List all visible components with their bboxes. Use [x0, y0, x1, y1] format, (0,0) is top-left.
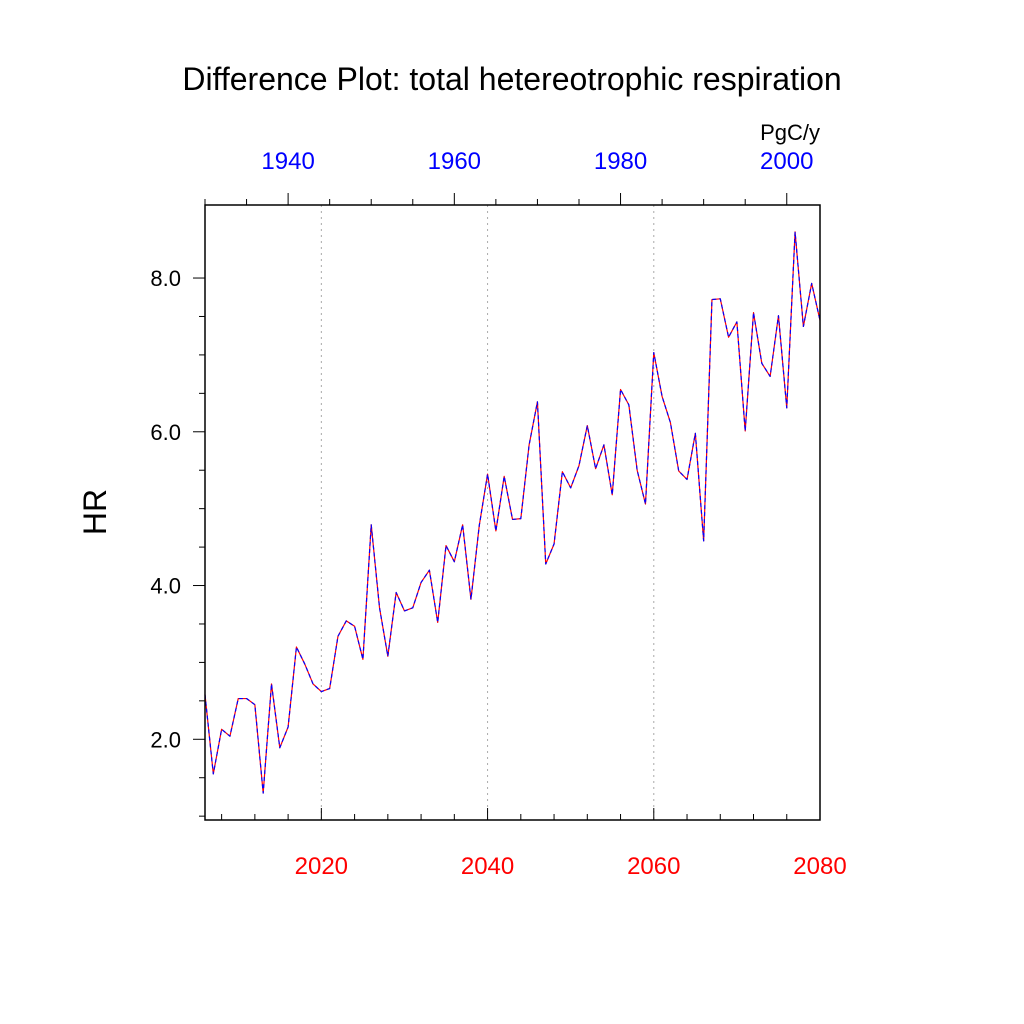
plot-frame: [204, 204, 821, 821]
x-bottom-tick-labels: 2020 2040 2060 2080: [295, 853, 847, 880]
units-label: PgC/y: [760, 120, 820, 145]
chart-title: Difference Plot: total hetereotrophic re…: [182, 61, 841, 97]
y-tick-label: 2.0: [150, 727, 181, 752]
y-axis-label: HR: [77, 489, 113, 535]
y-tick-label: 6.0: [150, 420, 181, 445]
series-lines: [204, 231, 821, 794]
y-tick-label: 8.0: [150, 266, 181, 291]
y-tick-labels: 2.0 4.0 6.0 8.0: [150, 266, 181, 752]
x-top-tick-label: 1940: [261, 148, 314, 175]
series-line-blue: [204, 231, 821, 794]
axis-ticks: [193, 193, 821, 820]
x-bottom-tick-label: 2020: [295, 853, 348, 880]
x-top-tick-label: 1980: [594, 148, 647, 175]
x-top-tick-labels: 1940 1960 1980 2000: [261, 148, 813, 175]
x-bottom-tick-label: 2060: [627, 853, 680, 880]
x-bottom-tick-label: 2080: [793, 853, 846, 880]
x-top-tick-label: 1960: [428, 148, 481, 175]
x-bottom-tick-label: 2040: [461, 853, 514, 880]
grid-lines: [320, 205, 655, 820]
series-line-red: [204, 231, 821, 794]
x-top-tick-label: 2000: [760, 148, 813, 175]
y-tick-label: 4.0: [150, 574, 181, 599]
